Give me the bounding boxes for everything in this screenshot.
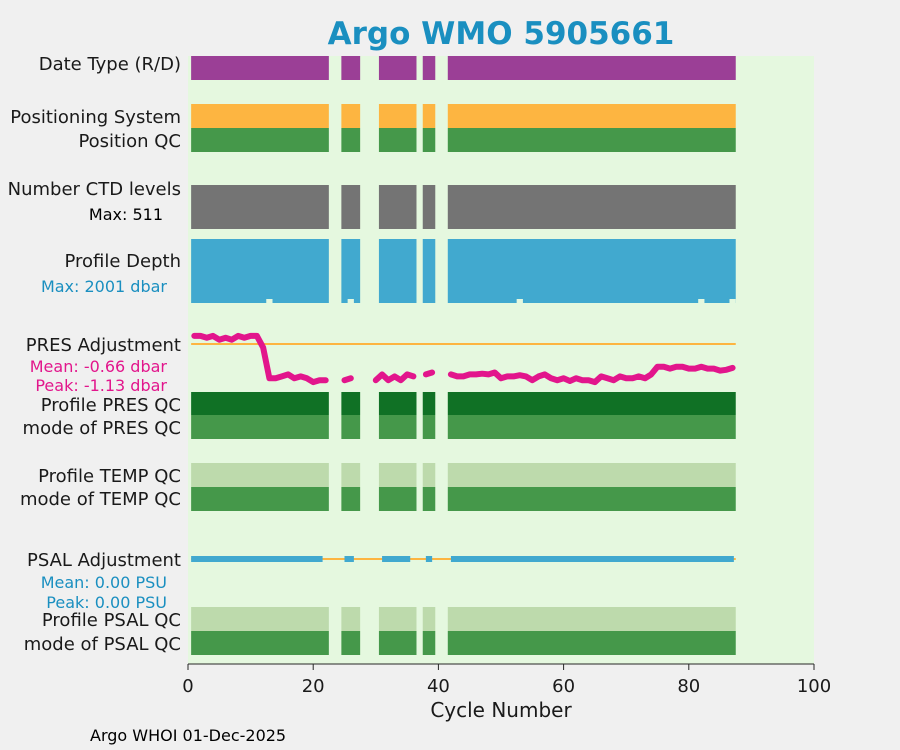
bar-profile-pres-qc-seg-0 bbox=[191, 392, 329, 415]
x-axis: 0 20 40 60 80 100 bbox=[182, 663, 831, 697]
bar-positioning-system-seg-4 bbox=[447, 104, 736, 128]
bar-profile-pres-qc-seg-2 bbox=[378, 392, 417, 415]
bar-mode-of-pres-qc-seg-3 bbox=[422, 415, 436, 439]
bar-position-qc-seg-0 bbox=[191, 128, 329, 152]
depth-dip-2 bbox=[516, 299, 523, 303]
bar-profile-depth-seg-0 bbox=[191, 239, 329, 303]
bar-mode-of-temp-qc-seg-0 bbox=[191, 487, 329, 511]
footer-credit: Argo WHOI 01-Dec-2025 bbox=[90, 726, 286, 745]
row-label-mode-of-psal-qc: mode of PSAL QC bbox=[24, 634, 181, 655]
plot-area bbox=[188, 56, 814, 664]
bar-number-ctd-levels-seg-0 bbox=[191, 185, 329, 229]
depth-dip-0 bbox=[266, 299, 273, 303]
bar-date-type-r-d-seg-2 bbox=[378, 56, 417, 80]
bar-mode-of-temp-qc-seg-4 bbox=[447, 487, 736, 511]
bar-mode-of-psal-qc-seg-3 bbox=[422, 631, 436, 655]
bar-mode-of-psal-qc-seg-1 bbox=[341, 631, 361, 655]
x-tick-label-20: 20 bbox=[302, 676, 325, 697]
pres-adjustment-series-seg-2 bbox=[372, 371, 417, 384]
bar-profile-depth-seg-3 bbox=[422, 239, 436, 303]
bar-date-type-r-d-seg-3 bbox=[422, 56, 436, 80]
x-tick-label-0: 0 bbox=[182, 676, 193, 697]
depth-dip-4 bbox=[729, 299, 736, 303]
bar-mode-of-temp-qc-seg-3 bbox=[422, 487, 436, 511]
bar-date-type-r-d-seg-1 bbox=[341, 56, 361, 80]
bar-profile-temp-qc-seg-0 bbox=[191, 463, 329, 487]
bar-number-ctd-levels-seg-3 bbox=[422, 185, 436, 229]
bar-position-qc-seg-2 bbox=[378, 128, 417, 152]
row-sublabel-psal-adjustment: Mean: 0.00 PSU bbox=[41, 573, 167, 592]
row-label-number-ctd-levels: Number CTD levels bbox=[8, 179, 181, 200]
row-labels-layer: Date Type (R/D) Positioning System Positio… bbox=[8, 54, 181, 655]
row-label-positioning-system: Positioning System bbox=[10, 107, 181, 128]
depth-dip-3 bbox=[698, 299, 705, 303]
bar-position-qc-seg-1 bbox=[341, 128, 361, 152]
x-axis-label: Cycle Number bbox=[430, 698, 572, 722]
pres-adjustment-series-seg-4 bbox=[447, 363, 736, 386]
bar-profile-pres-qc-seg-1 bbox=[341, 392, 361, 415]
bar-profile-depth-seg-4 bbox=[447, 239, 736, 303]
row-sublabel-pres-adjustment: Mean: -0.66 dbar bbox=[30, 357, 168, 376]
bar-number-ctd-levels-seg-4 bbox=[447, 185, 736, 229]
x-tick-label-100: 100 bbox=[797, 676, 831, 697]
row-label-position-qc: Position QC bbox=[78, 131, 181, 152]
bar-mode-of-pres-qc-seg-0 bbox=[191, 415, 329, 439]
bar-mode-of-temp-qc-seg-1 bbox=[341, 487, 361, 511]
bar-position-qc-seg-3 bbox=[422, 128, 436, 152]
x-tick-label-80: 80 bbox=[677, 676, 700, 697]
row-label-profile-temp-qc: Profile TEMP QC bbox=[38, 466, 181, 487]
x-tick-label-60: 60 bbox=[552, 676, 575, 697]
row-sublabel-number-ctd-levels: Max: 511 bbox=[89, 205, 163, 224]
row-label-profile-psal-qc: Profile PSAL QC bbox=[42, 610, 181, 631]
bar-profile-pres-qc-seg-3 bbox=[422, 392, 436, 415]
bars-layer bbox=[191, 56, 736, 655]
bar-profile-psal-qc-seg-4 bbox=[447, 607, 736, 631]
bar-mode-of-psal-qc-seg-2 bbox=[378, 631, 417, 655]
bar-mode-of-psal-qc-seg-4 bbox=[447, 631, 736, 655]
bar-mode-of-pres-qc-seg-2 bbox=[378, 415, 417, 439]
bar-profile-depth-seg-1 bbox=[341, 239, 361, 303]
bar-profile-temp-qc-seg-2 bbox=[378, 463, 417, 487]
bar-profile-depth-seg-2 bbox=[378, 239, 417, 303]
row-label-profile-depth: Profile Depth bbox=[64, 251, 181, 272]
row-label-pres-adjustment: PRES Adjustment bbox=[26, 335, 181, 356]
bar-number-ctd-levels-seg-2 bbox=[378, 185, 417, 229]
depth-dip-1 bbox=[347, 299, 354, 303]
row-label-mode-of-pres-qc: mode of PRES QC bbox=[23, 418, 181, 439]
chart-title: Argo WMO 5905661 bbox=[328, 16, 675, 52]
row-label-mode-of-temp-qc: mode of TEMP QC bbox=[20, 489, 181, 510]
adjustment-lines-layer bbox=[191, 332, 736, 562]
bar-positioning-system-seg-1 bbox=[341, 104, 361, 128]
bar-profile-psal-qc-seg-3 bbox=[422, 607, 436, 631]
bar-date-type-r-d-seg-0 bbox=[191, 56, 329, 80]
bar-profile-psal-qc-seg-0 bbox=[191, 607, 329, 631]
row-label-psal-adjustment: PSAL Adjustment bbox=[27, 550, 181, 571]
bar-mode-of-pres-qc-seg-4 bbox=[447, 415, 736, 439]
bar-mode-of-temp-qc-seg-2 bbox=[378, 487, 417, 511]
pres-adjustment-series-seg-1 bbox=[341, 375, 354, 384]
bar-profile-pres-qc-seg-4 bbox=[447, 392, 736, 415]
pres-adjustment-series-seg-3 bbox=[422, 369, 436, 378]
bar-position-qc-seg-4 bbox=[447, 128, 736, 152]
row-sublabel-profile-depth: Max: 2001 dbar bbox=[41, 277, 167, 296]
pres-adjustment-series-seg-0 bbox=[191, 332, 329, 386]
row-sublabel2-psal-adjustment: Peak: 0.00 PSU bbox=[46, 593, 167, 612]
bar-profile-temp-qc-seg-3 bbox=[422, 463, 436, 487]
bar-profile-psal-qc-seg-1 bbox=[341, 607, 361, 631]
bar-profile-temp-qc-seg-4 bbox=[447, 463, 736, 487]
bar-date-type-r-d-seg-4 bbox=[447, 56, 736, 80]
bar-number-ctd-levels-seg-1 bbox=[341, 185, 361, 229]
bar-positioning-system-seg-3 bbox=[422, 104, 436, 128]
bar-mode-of-psal-qc-seg-0 bbox=[191, 631, 329, 655]
row-sublabel2-pres-adjustment: Peak: -1.13 dbar bbox=[35, 376, 167, 395]
bar-profile-psal-qc-seg-2 bbox=[378, 607, 417, 631]
bar-mode-of-pres-qc-seg-1 bbox=[341, 415, 361, 439]
bar-positioning-system-seg-2 bbox=[378, 104, 417, 128]
x-tick-label-40: 40 bbox=[427, 676, 450, 697]
row-label-profile-pres-qc: Profile PRES QC bbox=[41, 395, 181, 416]
row-label-date-type-r-d: Date Type (R/D) bbox=[39, 54, 181, 75]
bar-profile-temp-qc-seg-1 bbox=[341, 463, 361, 487]
bar-positioning-system-seg-0 bbox=[191, 104, 329, 128]
